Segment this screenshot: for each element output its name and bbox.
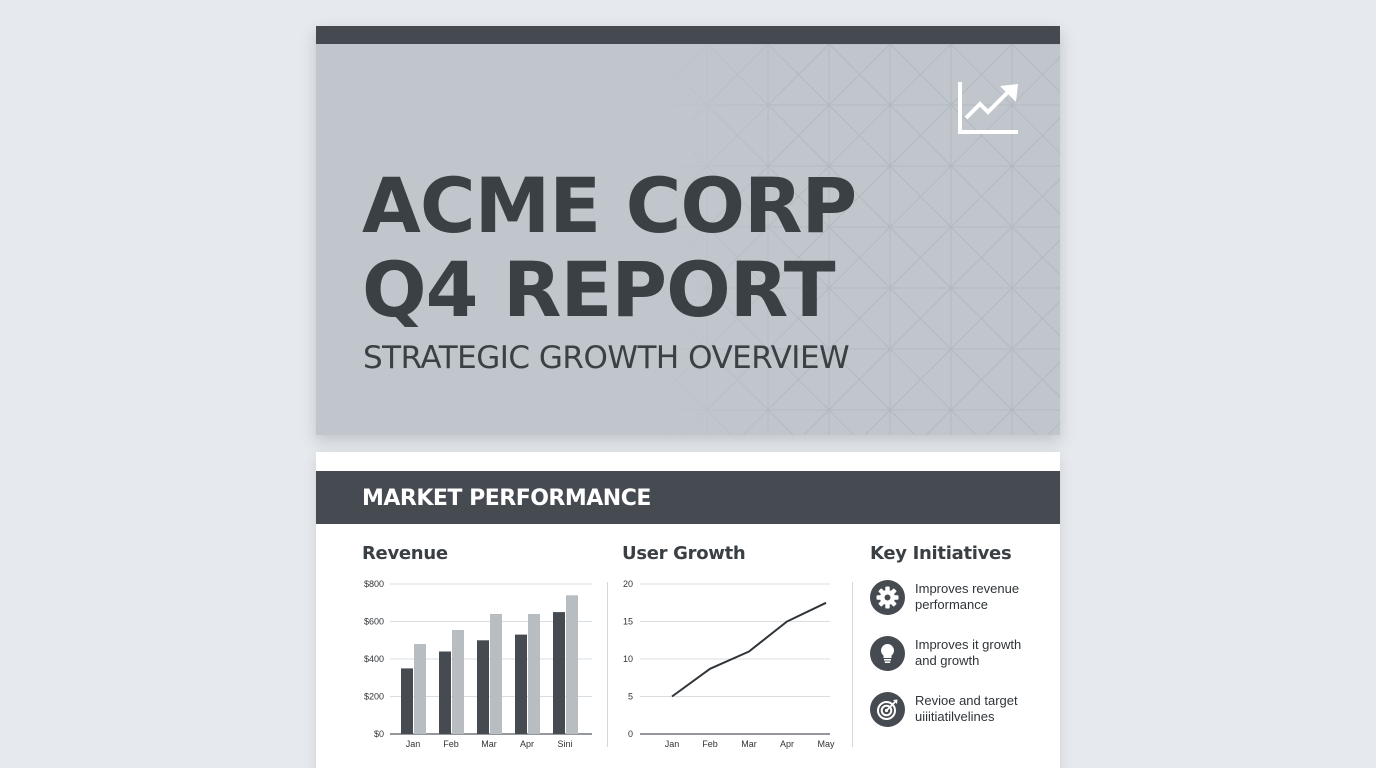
revenue-y-labels: $800 $600 $400 $200 $0: [364, 579, 384, 739]
user-growth-line-chart: 20 15 10 5 0 Jan Feb Mar Apr May: [623, 579, 835, 749]
initiative-text-line2: uiiitiatilvelines: [915, 709, 995, 724]
svg-text:Mar: Mar: [481, 739, 497, 749]
svg-text:May: May: [817, 739, 835, 749]
trending-up-chart-icon: [958, 82, 1018, 134]
svg-text:Apr: Apr: [520, 739, 534, 749]
svg-text:$600: $600: [364, 617, 384, 627]
user-growth-gridlines: [640, 583, 830, 697]
svg-text:20: 20: [623, 579, 633, 589]
target-icon: [870, 692, 905, 727]
user-growth-line: [671, 601, 827, 698]
bar-mar-series2: [490, 614, 502, 734]
initiative-text-line1: Improves it growth: [915, 637, 1022, 652]
cover-page: ACME CORP Q4 REPORT STRATEGIC GROWTH OVE…: [316, 26, 1060, 435]
svg-text:Apr: Apr: [780, 739, 794, 749]
bar-feb-series1: [439, 651, 451, 734]
report-title-line1: ACME CORP: [362, 161, 857, 250]
bar-sini-series1: [553, 612, 565, 734]
bar-mar-series1: [477, 640, 489, 734]
svg-text:Feb: Feb: [443, 739, 459, 749]
report-title-line2: Q4 REPORT: [362, 245, 836, 334]
svg-text:$400: $400: [364, 654, 384, 664]
svg-text:$0: $0: [374, 729, 384, 739]
user-growth-y-labels: 20 15 10 5 0: [623, 579, 633, 739]
bar-feb-series2: [452, 630, 464, 734]
cover-top-bar: [316, 26, 1060, 44]
initiative-text: Improves it growth and growth: [915, 637, 1055, 669]
revenue-x-labels: Jan Feb Mar Apr Sini: [406, 739, 573, 749]
lightbulb-icon: [870, 636, 905, 671]
svg-text:$800: $800: [364, 579, 384, 589]
initiative-text: Improves revenue performance: [915, 581, 1055, 613]
bar-apr-series2: [528, 614, 540, 734]
initiative-item: Revioe and target uiiitiatilvelines: [870, 692, 1050, 732]
bar-jan-series2: [414, 644, 426, 734]
user-growth-x-labels: Jan Feb Mar Apr May: [665, 739, 835, 749]
revenue-bar-chart: $800 $600 $400 $200 $0 Jan Feb Mar Apr S…: [364, 579, 592, 749]
initiative-item: Improves revenue performance: [870, 580, 1050, 620]
svg-text:15: 15: [623, 617, 633, 627]
svg-text:5: 5: [628, 692, 633, 702]
market-performance-page: MARKET PERFORMANCE Revenue $800 $600 $40…: [316, 452, 1060, 768]
svg-text:Jan: Jan: [406, 739, 421, 749]
bar-apr-series1: [515, 634, 527, 734]
svg-text:Jan: Jan: [665, 739, 680, 749]
svg-text:Feb: Feb: [702, 739, 718, 749]
section-header: MARKET PERFORMANCE: [316, 471, 1060, 524]
svg-text:$200: $200: [364, 692, 384, 702]
svg-text:Mar: Mar: [741, 739, 757, 749]
initiative-text-line1: Revioe and target: [915, 693, 1018, 708]
bar-sini-series2: [566, 595, 578, 734]
initiative-text-line2: and growth: [915, 653, 980, 668]
revenue-title: Revenue: [362, 543, 448, 564]
key-initiatives-title: Key Initiatives: [870, 543, 1012, 564]
initiative-text: Revioe and target uiiitiatilvelines: [915, 693, 1055, 725]
report-title: ACME CORP Q4 REPORT: [362, 161, 857, 334]
initiative-item: Improves it growth and growth: [870, 636, 1050, 676]
column-divider: [607, 582, 608, 747]
user-growth-title: User Growth: [622, 543, 746, 564]
revenue-bars: [401, 595, 578, 734]
column-divider: [852, 582, 853, 747]
svg-text:10: 10: [623, 654, 633, 664]
section-title: MARKET PERFORMANCE: [362, 486, 651, 511]
svg-text:0: 0: [628, 729, 633, 739]
gear-icon: [870, 580, 905, 615]
svg-text:Sini: Sini: [557, 739, 572, 749]
initiative-text-line1: Improves revenue: [915, 581, 1020, 596]
bar-jan-series1: [401, 668, 413, 734]
initiative-text-line2: performance: [915, 597, 988, 612]
report-subtitle: STRATEGIC GROWTH OVERVIEW: [363, 340, 850, 376]
